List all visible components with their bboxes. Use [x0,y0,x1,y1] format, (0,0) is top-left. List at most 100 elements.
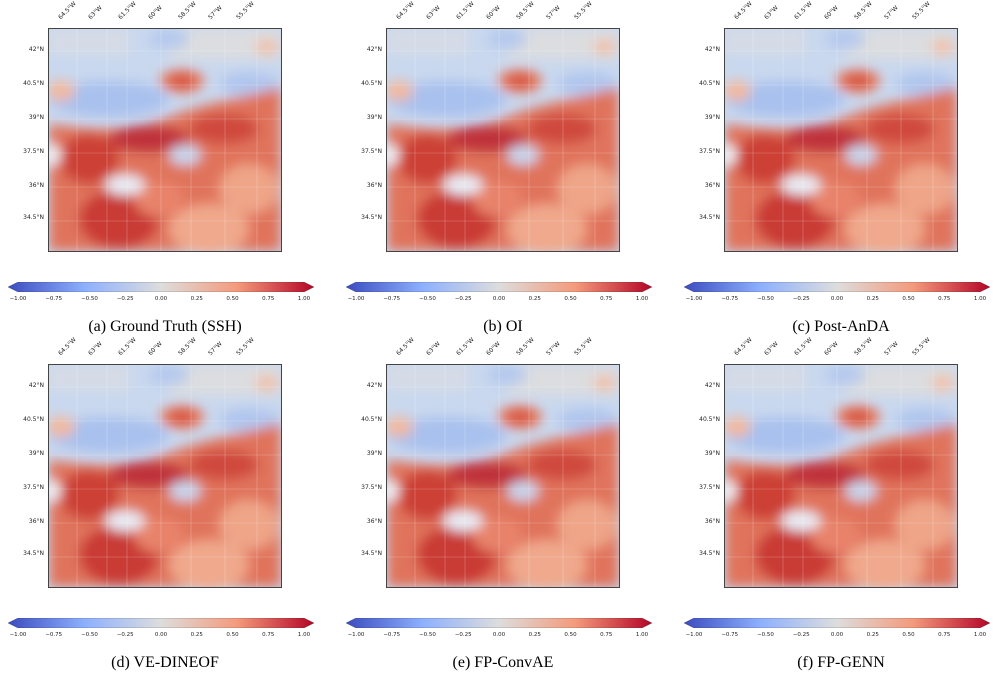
panel-caption: (a) Ground Truth (SSH) [88,318,242,335]
colorbar-tick-label: 0.50 [226,632,239,638]
lon-tick-label: 63°W [87,4,104,22]
lat-tick-label: 40.5°N [361,416,382,423]
lat-tick-label: 42°N [28,382,44,389]
lon-tick-label: 60°W [485,340,502,357]
colorbar-tick-label: 0.75 [600,632,613,638]
lat-tick-label: 34.5°N [23,214,44,221]
lat-tick-label: 37.5°N [23,484,44,491]
colorbar-tick-label: 0.50 [226,296,239,302]
colorbar-tick-label: 1.00 [297,632,311,638]
colorbar [8,282,314,292]
colorbar [684,282,990,292]
colorbar-tick-label: 0.50 [902,632,915,638]
map-panel-0: 64.5°W 63°W 61.5°W 60°W 58.5°W 57°W 55.5°W 42°… [0,0,330,336]
colorbar-tick-label: 0.00 [154,296,168,302]
lat-tick-label: 39°N [366,114,382,121]
lat-tick-label: 36°N [28,518,44,525]
colorbar-tick-label: −0.75 [383,296,401,302]
lat-tick-label: 34.5°N [361,214,382,221]
colorbar-tick-label: 0.25 [190,632,203,638]
lon-tick-label: 63°W [87,340,104,357]
lat-tick-label: 40.5°N [699,416,720,423]
colorbar-tick-label: 0.25 [528,296,541,302]
colorbar-tick-label: 0.00 [154,632,168,638]
lon-tick-label: 58.5°W [853,0,874,21]
lon-tick-label: 61.5°W [793,336,814,357]
ssh-map [386,28,620,252]
lat-tick-label: 34.5°N [699,214,720,221]
lon-tick-label: 55.5°W [235,336,256,357]
colorbar-tick-label: −1.00 [347,632,365,638]
colorbar-tick-label: 1.00 [973,296,987,302]
lon-tick-label: 57°W [883,4,900,22]
lat-tick-label: 36°N [366,518,382,525]
colorbar-tick-label: 0.50 [564,632,577,638]
lon-tick-label: 57°W [207,4,224,22]
lon-tick-label: 64.5°W [395,336,416,357]
lon-tick-label: 64.5°W [395,0,416,21]
panel-caption: (f) FP-GENN [797,654,885,671]
lat-tick-label: 42°N [28,46,44,53]
colorbar-tick-label: 0.75 [600,296,613,302]
colorbar-tick-label: −1.00 [9,296,27,302]
colorbar-tick-label: 0.75 [262,296,275,302]
lon-tick-label: 61.5°W [455,0,476,21]
ssh-map [724,364,958,588]
colorbar-tick-label: −0.50 [757,296,774,302]
lat-tick-label: 37.5°N [361,484,382,491]
lon-tick-label: 61.5°W [117,336,138,357]
colorbar [8,618,314,628]
colorbar-tick-label: 0.00 [830,296,844,302]
colorbar [346,618,652,628]
colorbar-tick-label: −0.25 [116,632,134,638]
colorbar-tick-label: −1.00 [685,296,703,302]
ssh-map [48,28,282,252]
colorbar-tick-label: −0.25 [454,296,472,302]
lat-tick-label: 39°N [704,450,720,457]
colorbar-tick-label: −0.75 [721,296,739,302]
colorbar-tick-label: −0.50 [419,296,436,302]
colorbar-tick-label: 0.50 [564,296,577,302]
lon-tick-label: 60°W [147,4,164,22]
lon-tick-label: 55.5°W [911,336,932,357]
colorbar-tick-label: 0.00 [830,632,844,638]
lon-tick-label: 58.5°W [177,0,198,21]
colorbar-tick-label: −0.50 [81,296,98,302]
lat-tick-label: 39°N [704,114,720,121]
lon-tick-label: 57°W [545,340,562,357]
ssh-map [724,28,958,252]
map-panel-3: 64.5°W 63°W 61.5°W 60°W 58.5°W 57°W 55.5°W 42°… [0,336,330,672]
lat-tick-label: 42°N [704,46,720,53]
colorbar-tick-label: −1.00 [347,296,365,302]
lon-tick-label: 55.5°W [573,336,594,357]
colorbar-tick-label: −0.25 [792,296,810,302]
colorbar-tick-label: −0.25 [792,632,810,638]
lat-tick-label: 39°N [28,114,44,121]
lat-tick-label: 39°N [28,450,44,457]
lon-tick-label: 60°W [485,4,502,22]
lat-tick-label: 42°N [704,382,720,389]
lat-tick-label: 42°N [366,46,382,53]
colorbar-tick-label: 0.75 [938,632,951,638]
colorbar-tick-label: −0.75 [45,296,63,302]
map-panel-4: 64.5°W 63°W 61.5°W 60°W 58.5°W 57°W 55.5°W 42°… [338,336,668,672]
colorbar-tick-label: −1.00 [9,632,27,638]
lat-tick-label: 36°N [28,182,44,189]
lon-tick-label: 61.5°W [793,0,814,21]
lon-tick-label: 55.5°W [911,0,932,21]
colorbar-tick-label: 0.75 [938,296,951,302]
lon-tick-label: 64.5°W [57,0,78,21]
map-panel-1: 64.5°W 63°W 61.5°W 60°W 58.5°W 57°W 55.5°W 42°… [338,0,668,336]
lat-tick-label: 34.5°N [361,550,382,557]
panel-caption: (c) Post-AnDA [792,318,890,335]
colorbar-tick-label: 1.00 [635,632,649,638]
colorbar-tick-label: 0.50 [902,296,915,302]
colorbar [346,282,652,292]
lon-tick-label: 63°W [763,4,780,22]
lon-tick-label: 60°W [823,4,840,22]
lat-tick-label: 34.5°N [23,550,44,557]
colorbar-tick-label: −1.00 [685,632,703,638]
colorbar-tick-label: 1.00 [973,632,987,638]
map-panel-2: 64.5°W 63°W 61.5°W 60°W 58.5°W 57°W 55.5°W 42°… [676,0,1006,336]
colorbar-tick-label: 0.25 [866,296,879,302]
